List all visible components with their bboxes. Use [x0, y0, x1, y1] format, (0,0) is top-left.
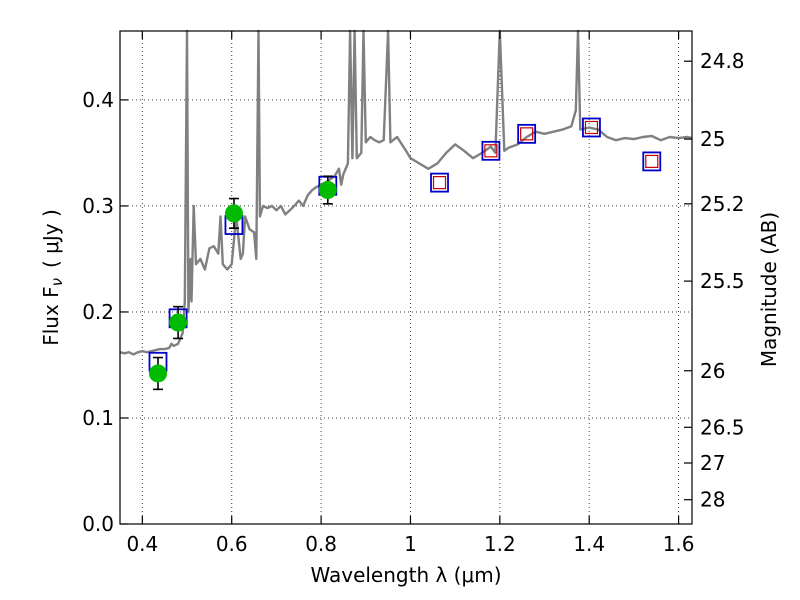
y-tick-label: 0.0 — [82, 512, 114, 536]
observed-square-marker — [584, 120, 599, 135]
observed-square-marker — [645, 154, 659, 169]
y2-tick-label: 25.5 — [700, 269, 745, 293]
model-spectrum-line — [119, 29, 693, 356]
y2-tick-label: 25 — [700, 127, 725, 151]
x-tick-label: 1.6 — [663, 532, 695, 556]
model-photometry-square — [481, 140, 501, 161]
axis-labels: Wavelength λ (μm) Flux Fν ( μJy ) Magnitu… — [39, 209, 781, 587]
model-photometry-square — [517, 123, 537, 144]
y-tick-label: 0.3 — [82, 194, 114, 218]
y-tick-label: 0.2 — [82, 300, 114, 324]
plot-frame — [119, 30, 693, 525]
detection-point — [224, 204, 243, 223]
y2-axis-label: Magnitude (AB) — [757, 212, 781, 367]
x-axis-label: Wavelength λ (μm) — [310, 563, 501, 587]
y2-tick-label: 25.2 — [700, 192, 745, 216]
y-axis-label-main: Flux F — [39, 286, 63, 345]
observed-square-marker — [484, 144, 498, 158]
x-tick-label: 1.2 — [484, 532, 516, 556]
detection-point — [169, 313, 188, 332]
y2-tick-label: 28 — [700, 488, 725, 512]
observed-square-marker — [432, 176, 447, 190]
axis-ticks: 0.4 0.6 0.8 1 1.2 1.4 1.6 0.0 0.1 0.2 0.3 0.4 24.8 25… — [82, 31, 745, 556]
detection-point — [318, 181, 337, 200]
observed-square-marker — [520, 127, 534, 141]
x-tick-label: 0.8 — [305, 532, 337, 556]
y2-tick-label: 27 — [700, 451, 725, 475]
grid — [120, 31, 692, 525]
model-photometry-square — [642, 151, 662, 172]
model-photometry-square — [582, 117, 601, 138]
y-axis-label-unit: ( μJy ) — [39, 209, 63, 268]
y-axis-label-subscript: ν — [48, 278, 66, 286]
y-tick-label: 0.1 — [82, 406, 114, 430]
y2-tick-label: 26 — [700, 359, 725, 383]
y-axis-label: Flux Fν ( μJy ) — [39, 209, 66, 346]
x-tick-label: 1 — [404, 532, 417, 556]
x-tick-label: 0.6 — [216, 532, 248, 556]
detection-point — [148, 364, 167, 383]
x-tick-label: 1.4 — [573, 532, 605, 556]
x-tick-label: 0.4 — [126, 532, 158, 556]
y-tick-label: 0.4 — [82, 88, 114, 112]
model-photometry-square — [430, 172, 449, 193]
y2-tick-label: 24.8 — [700, 49, 745, 73]
y2-tick-label: 26.5 — [700, 415, 745, 439]
plot-series — [119, 29, 693, 391]
